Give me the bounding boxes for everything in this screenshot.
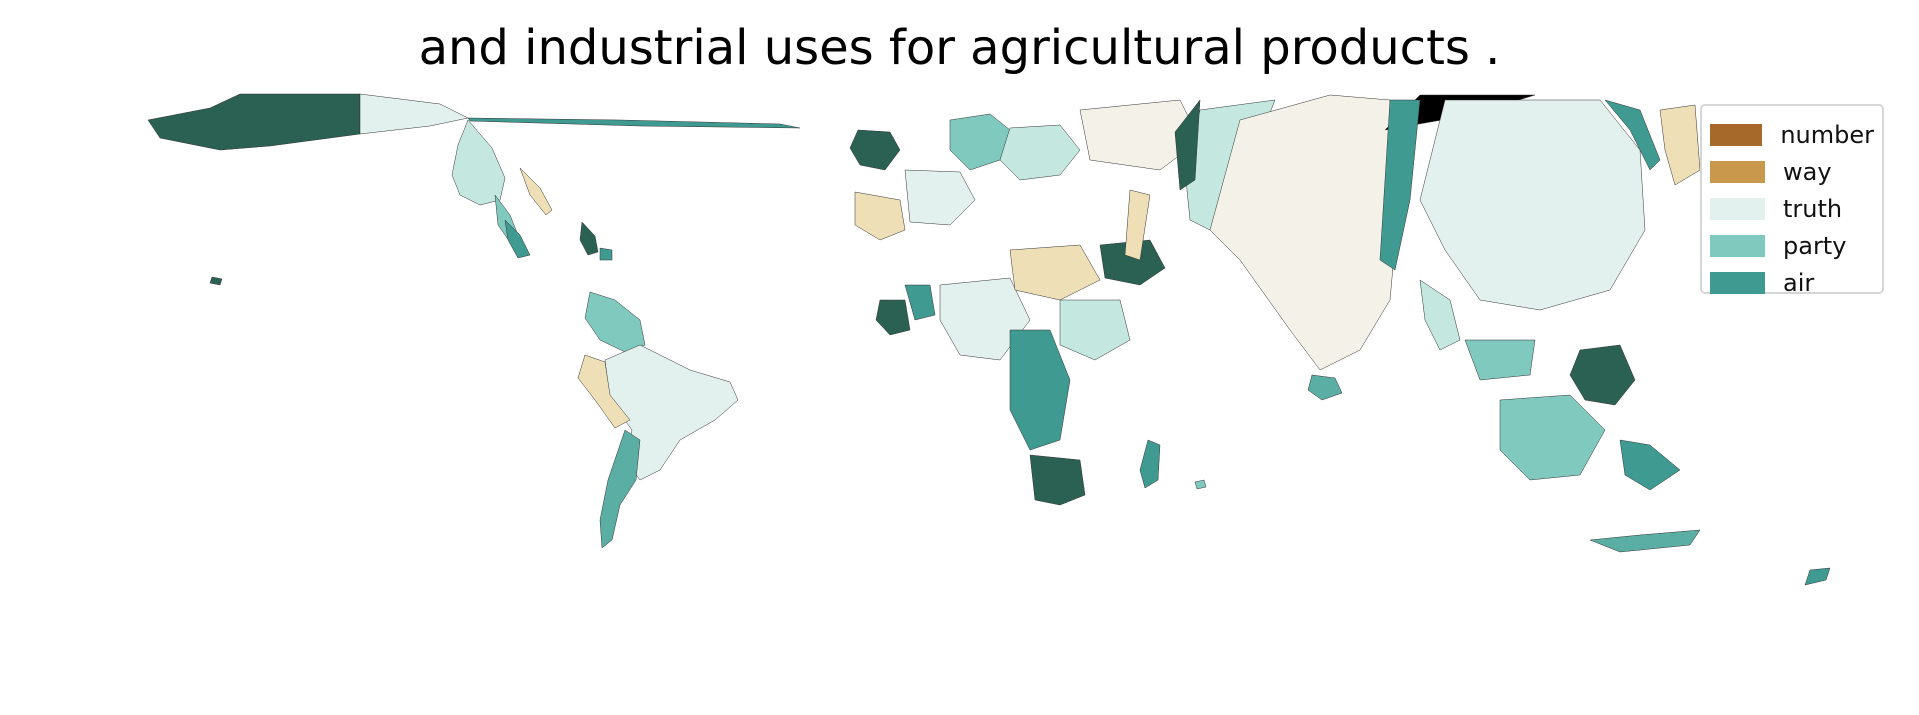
region-island-hawaii xyxy=(209,276,223,286)
region-peru xyxy=(577,354,631,429)
region-png xyxy=(1619,439,1681,491)
region-europe-central xyxy=(904,169,976,226)
legend-label: party xyxy=(1783,231,1847,260)
legend-swatch xyxy=(1710,234,1765,257)
region-china xyxy=(1419,99,1646,311)
region-russia-strip xyxy=(1174,99,1201,191)
region-island-indian-ocean xyxy=(1194,479,1207,490)
region-west-africa-b xyxy=(904,284,936,321)
region-usa xyxy=(451,119,506,206)
legend-item: way xyxy=(1710,153,1874,190)
region-ireland xyxy=(849,129,901,171)
region-north-africa xyxy=(939,277,1031,361)
legend-item: party xyxy=(1710,227,1874,264)
region-west-africa-a xyxy=(875,299,911,336)
region-madagascar xyxy=(1139,439,1161,489)
legend-item: number xyxy=(1710,116,1874,153)
region-se-asia-a xyxy=(1419,279,1461,351)
region-central-america xyxy=(519,167,553,216)
map-title: and industrial uses for agricultural pro… xyxy=(418,20,1501,76)
region-east-edge xyxy=(1659,104,1701,186)
region-sahel xyxy=(1009,244,1101,301)
legend-label: truth xyxy=(1783,194,1843,223)
legend-swatch xyxy=(1710,271,1765,294)
legend-item: air xyxy=(1710,264,1874,301)
region-myanmar-strip xyxy=(1379,99,1421,271)
region-se-asia-b xyxy=(1464,339,1536,381)
region-south-america-north xyxy=(584,291,646,353)
region-alaska-canada xyxy=(147,93,361,151)
region-east-africa xyxy=(1059,299,1131,361)
region-australia-strip xyxy=(1589,529,1701,553)
region-arctic-strip xyxy=(467,117,801,129)
region-europe-east xyxy=(999,124,1081,181)
legend-swatch xyxy=(1710,123,1763,146)
region-philippines-ring xyxy=(1569,344,1636,406)
region-iran xyxy=(1124,189,1151,261)
legend-label: air xyxy=(1783,268,1815,297)
region-caribbean-a xyxy=(579,221,599,256)
region-sri-lanka xyxy=(1307,374,1343,401)
legend-swatch xyxy=(1710,197,1765,220)
region-central-africa xyxy=(1009,329,1071,451)
region-scandinavia xyxy=(949,113,1011,171)
region-argentina xyxy=(599,429,641,549)
region-new-zealand xyxy=(1804,567,1831,586)
legend-label: number xyxy=(1780,120,1874,149)
legend-swatch xyxy=(1710,160,1765,183)
region-japan-arc xyxy=(1604,99,1661,171)
region-india xyxy=(1209,94,1401,371)
legend-item: truth xyxy=(1710,190,1874,227)
region-southern-africa xyxy=(1029,454,1086,506)
region-caribbean-b xyxy=(599,247,613,261)
region-greenland-strip xyxy=(359,93,469,135)
legend-label: way xyxy=(1783,157,1832,186)
region-mexico-b xyxy=(504,219,531,259)
region-indonesia xyxy=(1499,394,1606,481)
legend: number way truth party air xyxy=(1700,104,1884,297)
region-iberia xyxy=(854,191,906,241)
